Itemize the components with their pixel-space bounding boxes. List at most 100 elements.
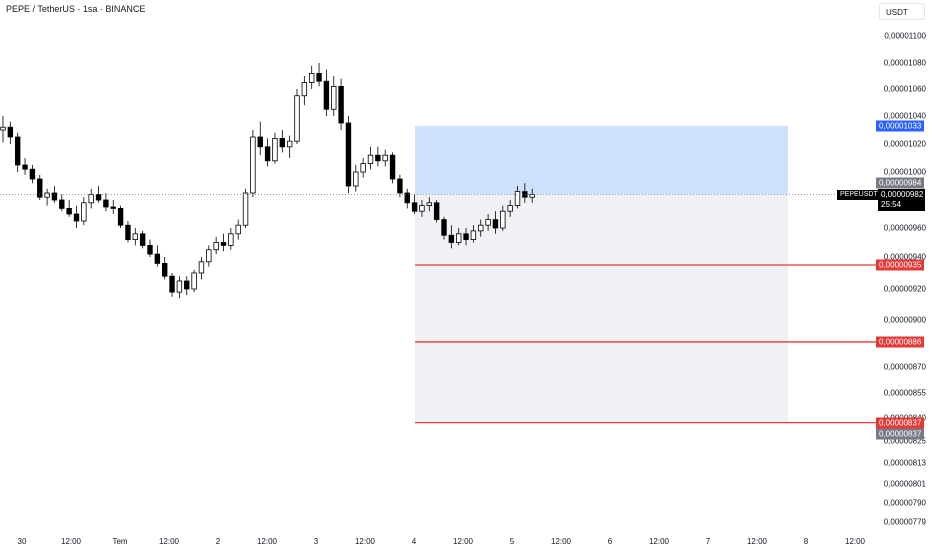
x-tick-label: 30	[17, 537, 27, 546]
target-price-tag: 0,00001033	[876, 120, 925, 132]
candle	[455, 228, 462, 246]
candle	[176, 276, 183, 299]
candle	[220, 233, 227, 252]
x-tick-label: 3	[313, 537, 319, 546]
y-tick-label: 0,00000855	[883, 388, 926, 398]
currency-button[interactable]: USDT	[879, 3, 925, 20]
candle	[242, 188, 249, 228]
candle	[198, 257, 205, 280]
candle	[308, 65, 315, 89]
loss-zone[interactable]	[415, 194, 788, 423]
candle	[206, 245, 212, 267]
candle	[154, 245, 161, 267]
y-tick-label: 0,00000870	[883, 362, 926, 372]
price-levels	[415, 264, 876, 424]
candle	[66, 200, 72, 217]
candle	[353, 165, 359, 192]
profit-zone[interactable]	[415, 125, 788, 195]
candle	[0, 116, 6, 143]
candle	[411, 194, 418, 214]
candle	[492, 211, 499, 234]
x-tick-label: 2	[215, 537, 221, 546]
candle	[125, 221, 131, 243]
candle	[367, 146, 374, 170]
candle	[323, 69, 330, 116]
candle	[132, 228, 138, 246]
x-tick-label: 12:00	[354, 537, 376, 546]
candle	[404, 188, 410, 209]
candle	[279, 130, 285, 153]
y-tick-label: 0,00001020	[883, 139, 926, 149]
candle	[264, 138, 271, 167]
candle	[117, 205, 124, 228]
candle	[191, 269, 197, 293]
x-tick-label: Tem	[112, 537, 128, 546]
y-tick-label: 0,00000940	[883, 252, 926, 262]
y-tick-label: 0,00001000	[883, 167, 926, 177]
level-1-tag: 0,00000935	[876, 259, 925, 271]
stop-ghost-tag: 0,00000837	[876, 428, 925, 440]
candle	[301, 76, 308, 106]
candle	[88, 188, 94, 209]
candle	[345, 116, 352, 193]
candle	[529, 188, 535, 203]
candle	[73, 205, 80, 228]
candle	[213, 236, 219, 255]
last-price-value: 0,00000982	[881, 190, 924, 200]
candle	[338, 78, 344, 130]
candle	[500, 205, 506, 231]
bar-countdown: 25:54	[881, 200, 902, 210]
candle	[316, 63, 322, 87]
candle	[463, 228, 469, 246]
candle	[250, 130, 256, 198]
candle	[448, 225, 455, 249]
candle	[470, 225, 477, 243]
candle	[44, 188, 50, 206]
last-price-tag: 0,00000982 25:54	[878, 189, 925, 212]
x-tick-label: 12:00	[158, 537, 180, 546]
candle	[169, 273, 175, 297]
candle	[272, 132, 278, 164]
candlestick-series	[0, 63, 535, 299]
candle	[14, 132, 21, 172]
candle	[22, 158, 28, 175]
candle	[514, 186, 521, 209]
candle	[228, 228, 234, 250]
candle	[360, 158, 366, 178]
y-tick-label: 0,00000779	[883, 517, 926, 527]
candle	[110, 200, 116, 214]
y-tick-label: 0,00001040	[883, 111, 926, 121]
candle	[294, 89, 300, 144]
candle	[147, 239, 153, 257]
candle	[485, 214, 491, 231]
candle	[103, 193, 109, 212]
candle	[29, 165, 36, 184]
last-price-ghost-tag: 0,00000984	[876, 177, 925, 189]
candle	[161, 257, 168, 280]
x-tick-label: 12:00	[256, 537, 278, 546]
x-tick-label: 12:00	[60, 537, 82, 546]
x-tick-label: 6	[607, 537, 613, 546]
x-tick-label: 12:00	[452, 537, 474, 546]
candle	[478, 219, 484, 237]
y-tick-label: 0,00000960	[883, 223, 926, 233]
y-tick-label: 0,00000813	[883, 458, 926, 468]
candle	[389, 152, 396, 184]
symbol-tag: PEPEUSDT	[837, 190, 881, 201]
x-tick-label: 7	[705, 537, 711, 546]
y-tick-label: 0,00000920	[883, 284, 926, 294]
x-tick-label: 12:00	[648, 537, 670, 546]
candle	[397, 174, 403, 198]
candle	[507, 200, 513, 217]
candle	[419, 200, 425, 217]
x-tick-label: 12:00	[746, 537, 768, 546]
y-tick-label: 0,00001080	[883, 58, 926, 68]
level-3-tag: 0,00000837	[876, 417, 925, 429]
candle	[139, 230, 146, 249]
y-tick-label: 0,00000825	[883, 436, 926, 446]
candle	[382, 149, 388, 167]
level-2-tag: 0,00000886	[876, 336, 925, 348]
candle	[286, 135, 293, 158]
x-tick-label: 12:00	[844, 537, 866, 546]
